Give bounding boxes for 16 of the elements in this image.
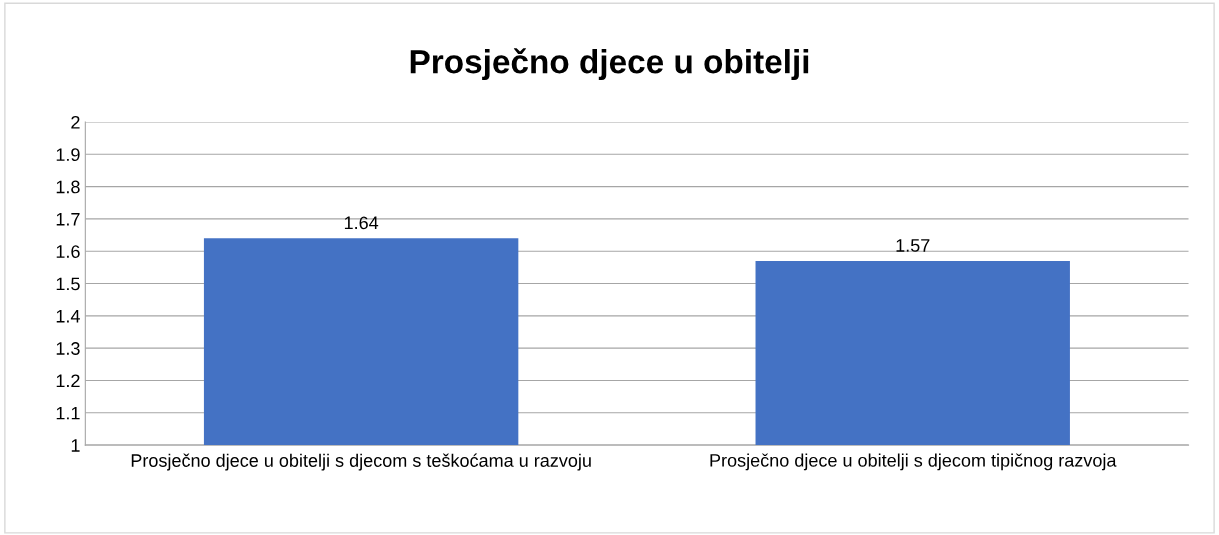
x-tick-label: Prosječno djece u obitelji s djecom s teškoćama u razvoju [131,453,591,471]
x-tick-label: Prosječno djece u obitelji s djecom tipičnog razvoja [710,453,1117,471]
y-tick-label: 1.7 [56,213,80,226]
y-tick-label: 1.2 [56,374,80,388]
y-tick-label: 1.4 [56,309,80,323]
y-tick-label: 1.5 [56,277,80,291]
y-tick-label: 1.1 [56,406,80,420]
chart-title: Prosječno djece u obitelji [410,48,809,81]
data-label: 1.64 [344,216,379,230]
y-tick-label: 2 [71,115,80,129]
y-tick-label: 1.9 [56,148,80,162]
data-label: 1.57 [896,239,930,252]
y-tick-label: 1.8 [56,180,80,194]
y-tick-label: 1 [71,439,80,452]
y-tick-label: 1.3 [56,342,80,355]
y-tick-label: 1.6 [56,245,80,258]
